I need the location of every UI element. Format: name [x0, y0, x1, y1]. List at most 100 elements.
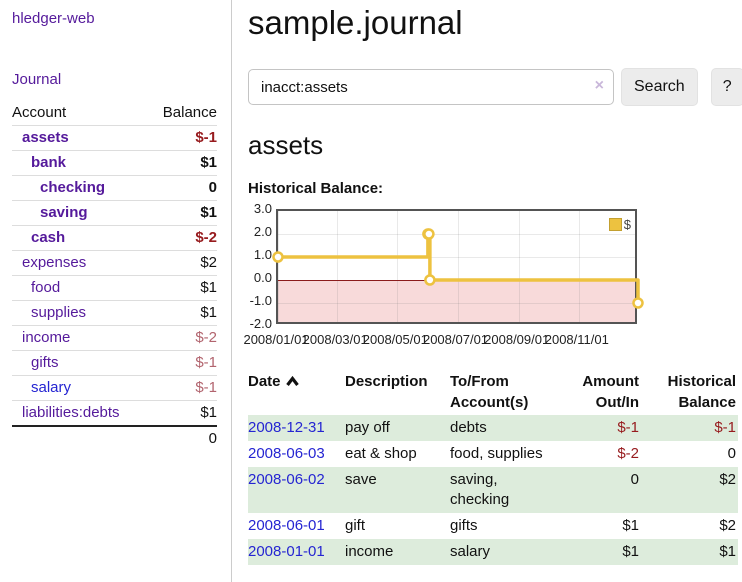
legend-label: $: [623, 217, 631, 232]
header-description: Description: [345, 373, 428, 390]
account-row: saving $1: [12, 200, 217, 226]
account-balance: $1: [200, 204, 217, 221]
sort-ascending-icon: [285, 372, 300, 393]
account-heading: assets: [248, 130, 324, 160]
page-title: sample.journal: [248, 4, 463, 41]
account-link[interactable]: cash: [31, 229, 66, 246]
transaction-row: 2008-06-03 eat & shop food, supplies $-2…: [248, 441, 738, 467]
header-tofrom-accounts: To/From Account(s): [450, 373, 529, 411]
account-link[interactable]: salary: [31, 379, 72, 396]
transaction-row: 2008-06-01 gift gifts $1 $2: [248, 513, 738, 539]
account-row: cash $-2: [12, 225, 217, 251]
account-balance: $-1: [195, 379, 217, 396]
transaction-date-cell: 2008-06-03: [248, 441, 345, 467]
y-axis-label: -1.0: [249, 293, 272, 308]
x-axis-label: 2008/03/01: [302, 332, 368, 347]
search-input[interactable]: [248, 69, 614, 105]
transaction-description-cell: eat & shop: [345, 445, 417, 462]
accounts-total-value: 0: [208, 430, 217, 447]
negative-region: [278, 280, 635, 322]
header-amount-outin: Amount Out/In: [582, 373, 639, 411]
transaction-accounts-cell: gifts: [450, 517, 478, 534]
transaction-row: 2008-12-31 pay off debts $-1 $-1: [248, 415, 738, 441]
accounts-header-account: Account: [12, 101, 149, 126]
transaction-accounts-cell: salary: [450, 543, 491, 560]
account-balance: $-2: [195, 329, 217, 346]
account-link[interactable]: gifts: [31, 354, 59, 371]
help-button[interactable]: ?: [710, 68, 742, 106]
account-balance: $-1: [195, 354, 217, 371]
account-link[interactable]: checking: [40, 179, 106, 196]
account-row: supplies $1: [12, 300, 217, 326]
transaction-date-cell: 2008-06-02: [248, 467, 345, 513]
clear-search-icon[interactable]: ×: [594, 77, 604, 94]
transactions-header-row: Date Description To/From Account(s) Amoun…: [248, 369, 738, 415]
account-balance: $1: [200, 404, 217, 421]
transaction-row: 2008-01-01 income salary $1 $1: [248, 539, 738, 565]
account-row: bank $1: [12, 150, 217, 176]
header-date[interactable]: Date: [248, 369, 345, 415]
transaction-description-cell: pay off: [345, 419, 390, 436]
chart-plot-area: $: [272, 209, 644, 324]
transaction-date-link[interactable]: 2008-06-01: [248, 517, 325, 534]
transaction-date-link[interactable]: 2008-06-03: [248, 445, 325, 462]
accounts-table: Account Balance assets $-1 bank $1: [12, 101, 217, 451]
account-balance: $1: [200, 304, 217, 321]
transaction-date-link[interactable]: 2008-01-01: [248, 543, 325, 560]
transaction-description-cell: gift: [345, 517, 366, 534]
account-row: food $1: [12, 275, 217, 301]
account-link[interactable]: supplies: [31, 304, 87, 321]
account-link[interactable]: bank: [31, 154, 67, 171]
transaction-date-link[interactable]: 2008-06-02: [248, 471, 325, 488]
sidebar: hledger-web Journal Account Balance asse…: [0, 0, 232, 582]
header-historical-balance: Historical Balance: [667, 373, 736, 411]
x-axis-label: 2008/07/01: [422, 332, 489, 347]
transaction-balance-cell: $2: [719, 471, 736, 488]
transaction-accounts-cell: saving, checking: [450, 471, 510, 508]
search-box: ×: [248, 69, 614, 105]
x-axis-label: 2008/01/01: [243, 332, 309, 347]
transaction-description-cell: save: [345, 471, 377, 488]
main-content: sample.journal × Search ? assets Histori…: [232, 0, 742, 582]
search-form: × Search ?: [248, 68, 742, 106]
transaction-date-link[interactable]: 2008-12-31: [248, 419, 325, 436]
transaction-row: 2008-06-02 save saving, checking 0 $2: [248, 467, 738, 513]
chart-title: Historical Balance:: [248, 180, 384, 197]
sidebar-item-journal[interactable]: Journal: [12, 71, 62, 88]
transaction-balance-cell: $1: [719, 543, 736, 560]
account-balance: $-2: [195, 229, 217, 246]
transaction-amount-cell: $-1: [617, 419, 639, 436]
historical-balance-chart: $3.0 2.0 1.0 0.0 -1.0 -2.0 2008/01/01 2008/03/0…: [243, 201, 742, 355]
transactions-table: Date Description To/From Account(s) Amoun…: [248, 369, 738, 565]
transaction-date-cell: 2008-01-01: [248, 539, 345, 565]
search-button[interactable]: Search: [621, 68, 698, 106]
account-row: expenses $2: [12, 250, 217, 276]
legend-swatch: [608, 218, 622, 231]
account-link[interactable]: liabilities:debts: [22, 404, 120, 421]
account-row: assets $-1: [12, 125, 217, 151]
account-row: gifts $-1: [12, 350, 217, 376]
transaction-date-cell: 2008-12-31: [248, 415, 345, 441]
x-axis-label: 2008/11/01: [544, 332, 609, 347]
account-link[interactable]: saving: [40, 204, 88, 221]
accounts-header-row: Account Balance: [12, 101, 217, 126]
app-title-link[interactable]: hledger-web: [12, 10, 95, 27]
transaction-balance-cell: 0: [727, 445, 736, 462]
x-axis-label: 2008/09/01: [484, 332, 550, 347]
transaction-balance-cell: $2: [719, 517, 736, 534]
account-link[interactable]: food: [31, 279, 61, 296]
transaction-accounts-cell: food, supplies: [450, 445, 543, 462]
account-row: checking 0: [12, 175, 217, 201]
transaction-balance-cell: $-1: [714, 419, 736, 436]
account-link[interactable]: expenses: [22, 254, 87, 271]
account-link[interactable]: income: [22, 329, 71, 346]
transaction-amount-cell: $-2: [617, 445, 639, 462]
chart-legend: $: [608, 217, 631, 232]
account-row: income $-2: [12, 325, 217, 351]
transaction-amount-cell: $1: [622, 517, 639, 534]
account-balance: $1: [200, 279, 217, 296]
transaction-accounts-cell: debts: [450, 419, 487, 436]
transaction-amount-cell: 0: [630, 471, 639, 488]
account-balance: $-1: [195, 129, 217, 146]
account-link[interactable]: assets: [22, 129, 69, 146]
